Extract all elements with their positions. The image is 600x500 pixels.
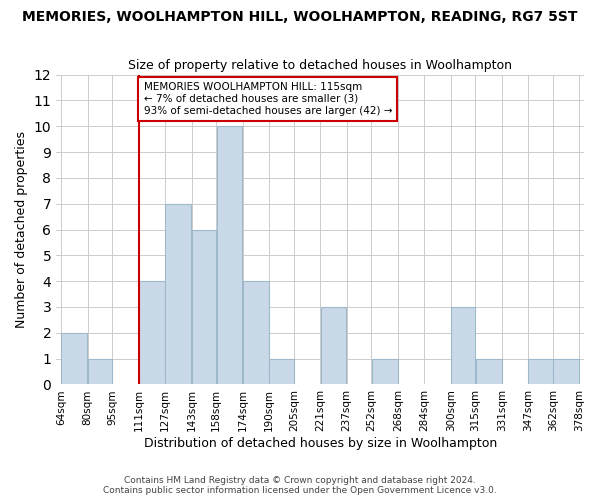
Bar	[88, 358, 112, 384]
Bar	[217, 126, 242, 384]
Bar	[529, 358, 553, 384]
Text: MEMORIES, WOOLHAMPTON HILL, WOOLHAMPTON, READING, RG7 5ST: MEMORIES, WOOLHAMPTON HILL, WOOLHAMPTON,…	[22, 10, 578, 24]
Bar	[476, 358, 502, 384]
X-axis label: Distribution of detached houses by size in Woolhampton: Distribution of detached houses by size …	[143, 437, 497, 450]
Bar	[61, 333, 87, 384]
Text: Contains HM Land Registry data © Crown copyright and database right 2024.
Contai: Contains HM Land Registry data © Crown c…	[103, 476, 497, 495]
Bar	[320, 307, 346, 384]
Bar	[243, 281, 269, 384]
Bar	[166, 204, 191, 384]
Bar	[451, 307, 475, 384]
Title: Size of property relative to detached houses in Woolhampton: Size of property relative to detached ho…	[128, 59, 512, 72]
Bar	[371, 358, 398, 384]
Y-axis label: Number of detached properties: Number of detached properties	[15, 131, 28, 328]
Bar	[139, 281, 165, 384]
Bar	[553, 358, 579, 384]
Bar	[269, 358, 293, 384]
Bar	[192, 230, 216, 384]
Text: MEMORIES WOOLHAMPTON HILL: 115sqm
← 7% of detached houses are smaller (3)
93% of: MEMORIES WOOLHAMPTON HILL: 115sqm ← 7% o…	[143, 82, 392, 116]
